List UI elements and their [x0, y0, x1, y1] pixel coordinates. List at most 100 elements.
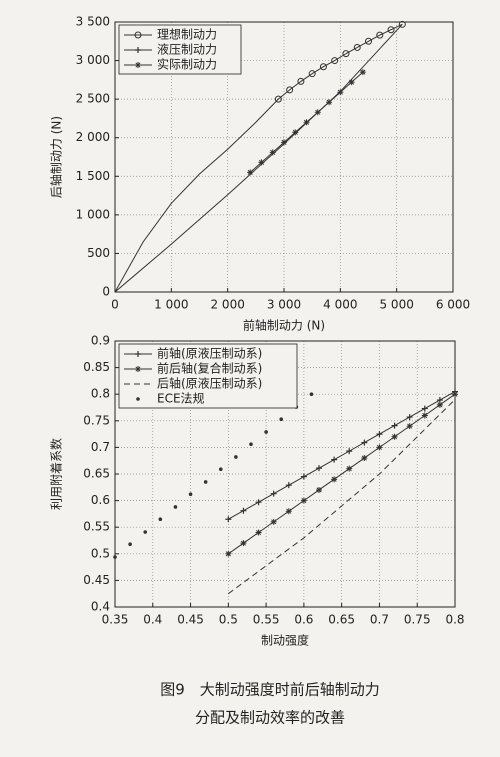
marker	[286, 86, 294, 94]
marker	[436, 401, 443, 408]
marker	[316, 486, 322, 493]
marker	[421, 405, 428, 412]
x-tick-label: 0.65	[328, 613, 355, 627]
y-tick-label: 500	[87, 246, 110, 260]
legend-marker	[136, 397, 140, 401]
marker	[247, 169, 254, 176]
y-tick-label: 2 500	[76, 92, 110, 106]
marker	[203, 480, 208, 484]
x-axis-label: 前轴制动力 (N)	[243, 318, 325, 333]
marker	[387, 26, 395, 34]
legend-label: 理想制动力	[157, 27, 217, 42]
series-line	[228, 399, 456, 595]
marker	[314, 109, 321, 116]
marker	[391, 422, 398, 429]
marker	[376, 431, 383, 438]
marker	[234, 455, 238, 459]
marker	[255, 499, 262, 506]
marker	[365, 37, 372, 45]
legend-label: 后轴(原液压制动系)	[157, 376, 262, 391]
marker	[406, 423, 413, 430]
legend-box	[118, 343, 298, 409]
marker	[346, 448, 353, 455]
marker	[361, 439, 368, 446]
y-tick-label: 0.8	[91, 387, 110, 401]
y-tick-label: 0.45	[83, 573, 110, 587]
marker	[249, 442, 253, 447]
marker	[337, 89, 344, 96]
x-tick-label: 0.5	[219, 613, 238, 627]
marker	[255, 529, 262, 536]
marker	[319, 63, 327, 71]
series-line	[114, 23, 403, 293]
legend-label: 前后轴(复合制动系)	[157, 361, 262, 376]
x-tick-label: 5 000	[379, 298, 413, 312]
marker	[300, 473, 307, 480]
marker	[348, 79, 355, 86]
legend-marker	[135, 351, 141, 357]
marker	[225, 550, 232, 557]
legend-marker	[135, 366, 141, 372]
marker	[300, 497, 307, 504]
x-axis-label: 制动强度	[261, 633, 309, 648]
marker	[346, 465, 353, 472]
x-tick-label: 0.6	[294, 613, 313, 627]
marker	[297, 77, 305, 85]
marker	[303, 119, 310, 126]
marker	[421, 412, 428, 419]
y-axis-label: 利用附着系数	[49, 438, 64, 510]
y-tick-label: 0.75	[83, 413, 110, 427]
plot-frame	[114, 340, 456, 608]
x-tick-label: 6 000	[436, 298, 470, 312]
legend-label: 前轴(原液压制动系)	[157, 346, 262, 361]
marker	[128, 542, 132, 547]
marker	[376, 444, 383, 451]
legend-label: 实际制动力	[157, 57, 217, 72]
marker	[376, 31, 384, 39]
x-tick-label: 0.8	[445, 613, 464, 627]
marker	[269, 149, 276, 156]
legend-marker	[134, 31, 142, 39]
x-tick-label: 2 000	[210, 298, 244, 312]
marker	[143, 530, 148, 534]
marker	[316, 465, 322, 472]
y-tick-label: 0.5	[91, 546, 110, 560]
y-tick-label: 0.7	[91, 440, 110, 454]
marker	[258, 159, 265, 166]
marker	[361, 455, 368, 462]
x-tick-label: 4 000	[323, 298, 357, 312]
marker	[274, 95, 282, 103]
y-tick-label: 3 500	[76, 15, 110, 29]
x-tick-label: 0.45	[177, 613, 204, 627]
marker	[452, 391, 458, 398]
marker	[264, 430, 268, 434]
x-tick-label: 0.7	[370, 613, 389, 627]
x-tick-label: 0.75	[404, 613, 431, 627]
marker	[308, 70, 316, 78]
marker	[218, 467, 223, 472]
series-line	[228, 393, 456, 555]
x-tick-label: 0.35	[102, 613, 129, 627]
series-line	[228, 391, 456, 520]
marker	[331, 57, 339, 65]
y-tick-label: 1 000	[76, 207, 110, 221]
x-tick-label: 1 000	[154, 298, 188, 312]
marker	[391, 433, 398, 440]
caption-line: 分配及制动效率的改善	[195, 709, 345, 727]
caption-line: 图9 大制动强度时前后轴制动力	[160, 681, 380, 699]
marker	[279, 417, 284, 422]
marker	[240, 540, 247, 547]
y-tick-label: 0.55	[83, 520, 110, 534]
marker	[331, 476, 338, 483]
marker	[270, 490, 277, 497]
legend-marker	[135, 62, 141, 68]
y-tick-label: 0.4	[91, 600, 110, 614]
marker	[309, 392, 314, 397]
marker	[113, 555, 117, 559]
marker	[225, 516, 232, 523]
y-tick-label: 1 500	[76, 169, 110, 183]
marker	[285, 508, 292, 515]
marker	[359, 69, 366, 76]
legend-marker	[135, 47, 141, 53]
